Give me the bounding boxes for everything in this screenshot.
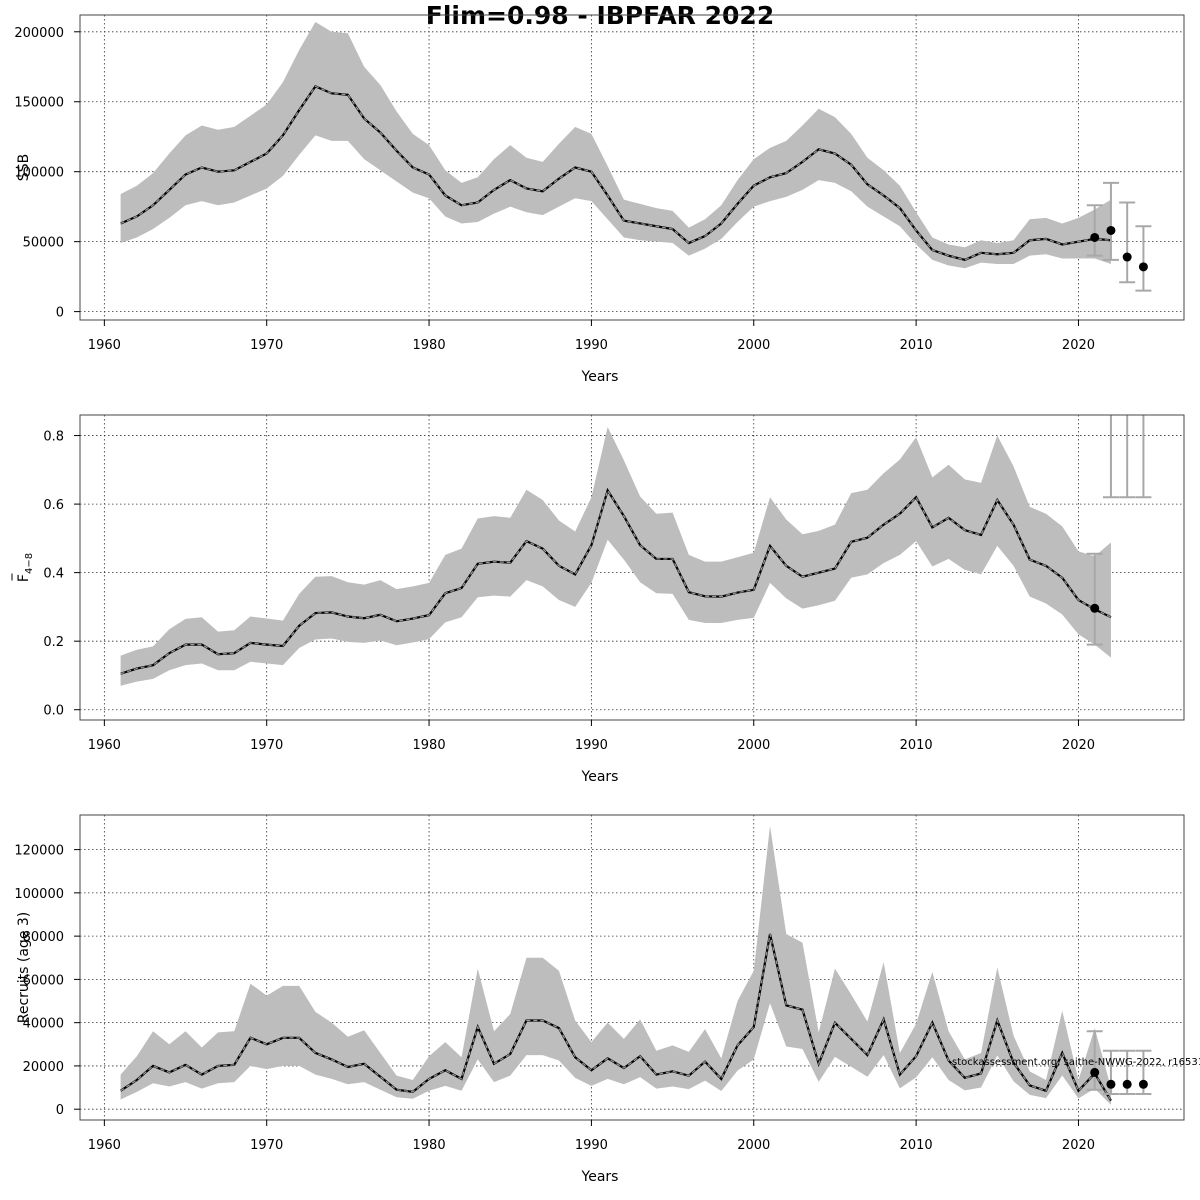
y-tick-label: 120000 <box>14 844 64 859</box>
x-tick-label: 2010 <box>900 338 933 353</box>
x-tick-label: 1960 <box>88 338 121 353</box>
panel-fbar: 1960 1970 1980 1990 2000 2010 2020 0.0 0.2 0.4 0.6… <box>11 414 1185 785</box>
errorbar-2023 <box>1119 201 1136 284</box>
x-tick-label: 2020 <box>1062 1138 1095 1153</box>
plot-area <box>119 825 1152 1105</box>
y-tick-label: 100000 <box>14 166 64 181</box>
y-tick-label: 0.8 <box>43 430 64 445</box>
x-tick-label: 1980 <box>413 738 446 753</box>
y-tick-label: 0.0 <box>43 704 64 719</box>
y-tick-label: 0 <box>56 1103 64 1118</box>
source-annotation: stockassessment.org, saithe-NWWG-2022, r… <box>952 1057 1200 1068</box>
x-tick-label: 1960 <box>88 738 121 753</box>
x-tick-label: 2010 <box>900 738 933 753</box>
errorbar-2022 <box>1102 415 1119 499</box>
confidence-band <box>120 426 1111 686</box>
estimate-line-dash <box>120 488 1112 675</box>
panel-ssb: 1960 1970 1980 1990 2000 2010 2020 0 50000 100000… <box>14 14 1185 385</box>
x-tick-label: 1990 <box>575 738 608 753</box>
point-2024 <box>1138 1079 1148 1089</box>
errorbar-2021 <box>1086 1030 1103 1091</box>
plot-frame <box>79 414 1185 721</box>
y-tick-label: 40000 <box>23 1017 64 1032</box>
plot-frame <box>79 814 1185 1121</box>
point-2021 <box>1090 1067 1100 1077</box>
y-axis-label: Recruits (age 3) <box>16 912 32 1024</box>
errorbar-2024 <box>1135 415 1152 499</box>
y-tick-label: 100000 <box>14 887 64 902</box>
point-2022 <box>1106 225 1116 235</box>
y-tick-label: 200000 <box>14 26 64 41</box>
confidence-band <box>120 22 1111 269</box>
y-tick-label: 0.2 <box>43 635 64 650</box>
errorbar-2021 <box>1086 552 1103 646</box>
x-tick-label: 2020 <box>1062 338 1095 353</box>
x-axis-label: Years <box>581 1169 619 1185</box>
y-tick-label: 20000 <box>23 1060 64 1075</box>
x-tick-label: 1970 <box>250 738 283 753</box>
errorbar-2022 <box>1102 181 1119 261</box>
errorbar-2022 <box>1102 1049 1119 1096</box>
errorbar-2024 <box>1135 1049 1152 1096</box>
point-2021 <box>1090 603 1100 613</box>
y-tick-label: 50000 <box>23 236 64 251</box>
point-2023 <box>1122 1079 1132 1089</box>
confidence-band <box>120 825 1111 1105</box>
y-tick-label: 0 <box>56 306 64 321</box>
point-2021 <box>1090 232 1100 242</box>
x-axis-label: Years <box>581 769 619 785</box>
x-tick-label: 1970 <box>250 338 283 353</box>
x-tick-label: 2000 <box>737 338 770 353</box>
y-tick-label: 60000 <box>23 973 64 988</box>
x-tick-label: 1970 <box>250 1138 283 1153</box>
y-tick-label: 150000 <box>14 96 64 111</box>
x-tick-label: 2000 <box>737 738 770 753</box>
point-2024 <box>1138 262 1148 272</box>
x-tick-label: 2000 <box>737 1138 770 1153</box>
point-2023 <box>1122 252 1132 262</box>
y-axis-label-subscript: 4−8 <box>24 553 35 574</box>
errorbar-2024 <box>1135 225 1152 292</box>
x-tick-label: 1980 <box>413 1138 446 1153</box>
errorbar-2023 <box>1119 1049 1136 1096</box>
x-tick-label: 1990 <box>575 1138 608 1153</box>
errorbar-2023 <box>1119 415 1136 499</box>
y-tick-label: 0.4 <box>43 567 64 582</box>
y-axis-label: F4−8 <box>16 553 35 582</box>
panel-recruits: 1960 1970 1980 1990 2000 2010 2020 0 20000 40000 6… <box>14 814 1185 1185</box>
plot-area <box>120 22 1152 292</box>
point-2022 <box>1106 1079 1116 1089</box>
x-tick-label: 2020 <box>1062 738 1095 753</box>
y-tick-label: 80000 <box>23 930 64 945</box>
plot-frame <box>79 14 1185 321</box>
estimate-line-dash <box>120 85 1111 261</box>
errorbar-2021 <box>1086 204 1103 257</box>
x-tick-label: 1990 <box>575 338 608 353</box>
x-tick-label: 1960 <box>88 1138 121 1153</box>
y-axis-label: SSB <box>16 154 32 181</box>
plot-area <box>120 415 1152 686</box>
x-tick-label: 1980 <box>413 338 446 353</box>
x-tick-label: 2010 <box>900 1138 933 1153</box>
estimate-line-dash <box>120 933 1112 1101</box>
x-axis-label: Years <box>581 369 619 385</box>
y-tick-label: 0.6 <box>43 498 64 513</box>
